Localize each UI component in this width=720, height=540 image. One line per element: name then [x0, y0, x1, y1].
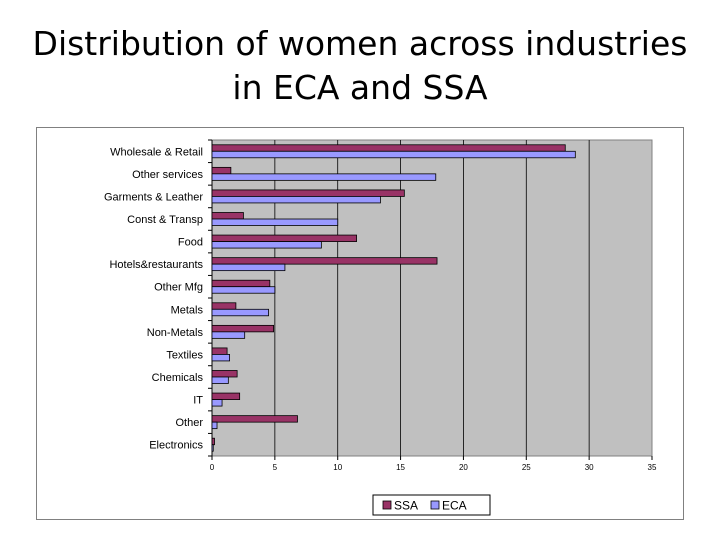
category-label: Textiles — [166, 349, 203, 361]
x-tick-label: 20 — [459, 463, 468, 472]
bar-eca — [211, 263, 286, 272]
x-tick-label: 5 — [273, 463, 278, 472]
category-label: Non-Metals — [147, 327, 204, 339]
category-label: Const & Transp — [127, 214, 203, 226]
category-label: Hotels&restaurants — [109, 259, 203, 271]
bar-ssa — [211, 257, 438, 265]
category-label: Food — [178, 237, 203, 249]
bar-eca — [211, 421, 218, 430]
category-label: Chemicals — [152, 372, 204, 384]
category-label: Wholesale & Retail — [110, 146, 203, 158]
category-label: Metals — [171, 304, 204, 316]
legend-label-ssa: SSA — [394, 499, 418, 513]
bar-eca — [211, 218, 339, 226]
bar-ssa — [211, 166, 232, 175]
bar-ssa — [211, 234, 357, 242]
bar-ssa — [211, 415, 298, 423]
bar-ssa — [211, 324, 274, 333]
x-tick-label: 0 — [210, 463, 215, 472]
bar-eca — [211, 354, 231, 362]
bar-eca — [211, 444, 214, 452]
x-tick-label: 35 — [648, 463, 657, 472]
slide-title-line-1: Distribution of women across industries — [32, 24, 688, 63]
bar-eca — [211, 399, 223, 407]
legend-swatch-ssa — [382, 500, 392, 510]
plot-area — [211, 139, 653, 457]
bar-ssa — [211, 189, 405, 197]
category-label: Other Mfg — [154, 282, 203, 294]
legend-label-eca: ECA — [442, 499, 467, 513]
bar-ssa — [211, 347, 228, 355]
bar-eca — [211, 376, 229, 384]
bar-ssa — [211, 392, 241, 400]
bar-eca — [211, 286, 276, 294]
category-label: Garments & Leather — [104, 191, 203, 203]
slide-title: Distribution of women across industries … — [0, 22, 720, 110]
bar-eca — [211, 241, 322, 249]
x-tick-label: 25 — [522, 463, 531, 472]
bar-ssa — [211, 144, 566, 152]
category-label: Electronics — [149, 440, 203, 452]
bar-eca — [211, 150, 576, 159]
category-label: IT — [193, 395, 203, 407]
x-tick-label: 10 — [333, 463, 342, 472]
bar-ssa — [211, 302, 237, 310]
legend-swatch-eca — [430, 500, 440, 510]
category-label: Other — [175, 417, 203, 429]
bar-ssa — [211, 370, 238, 378]
bar-eca — [211, 331, 246, 339]
bar-eca — [211, 173, 437, 181]
bar-eca — [211, 196, 381, 204]
bar-eca — [211, 308, 269, 317]
bar-ssa — [211, 279, 271, 288]
bar-ssa — [211, 437, 215, 446]
bar-ssa — [211, 212, 244, 220]
x-tick-label: 15 — [396, 463, 405, 472]
slide-title-line-2: in ECA and SSA — [232, 68, 488, 107]
category-label: Other services — [132, 169, 203, 181]
x-tick-label: 30 — [585, 463, 594, 472]
